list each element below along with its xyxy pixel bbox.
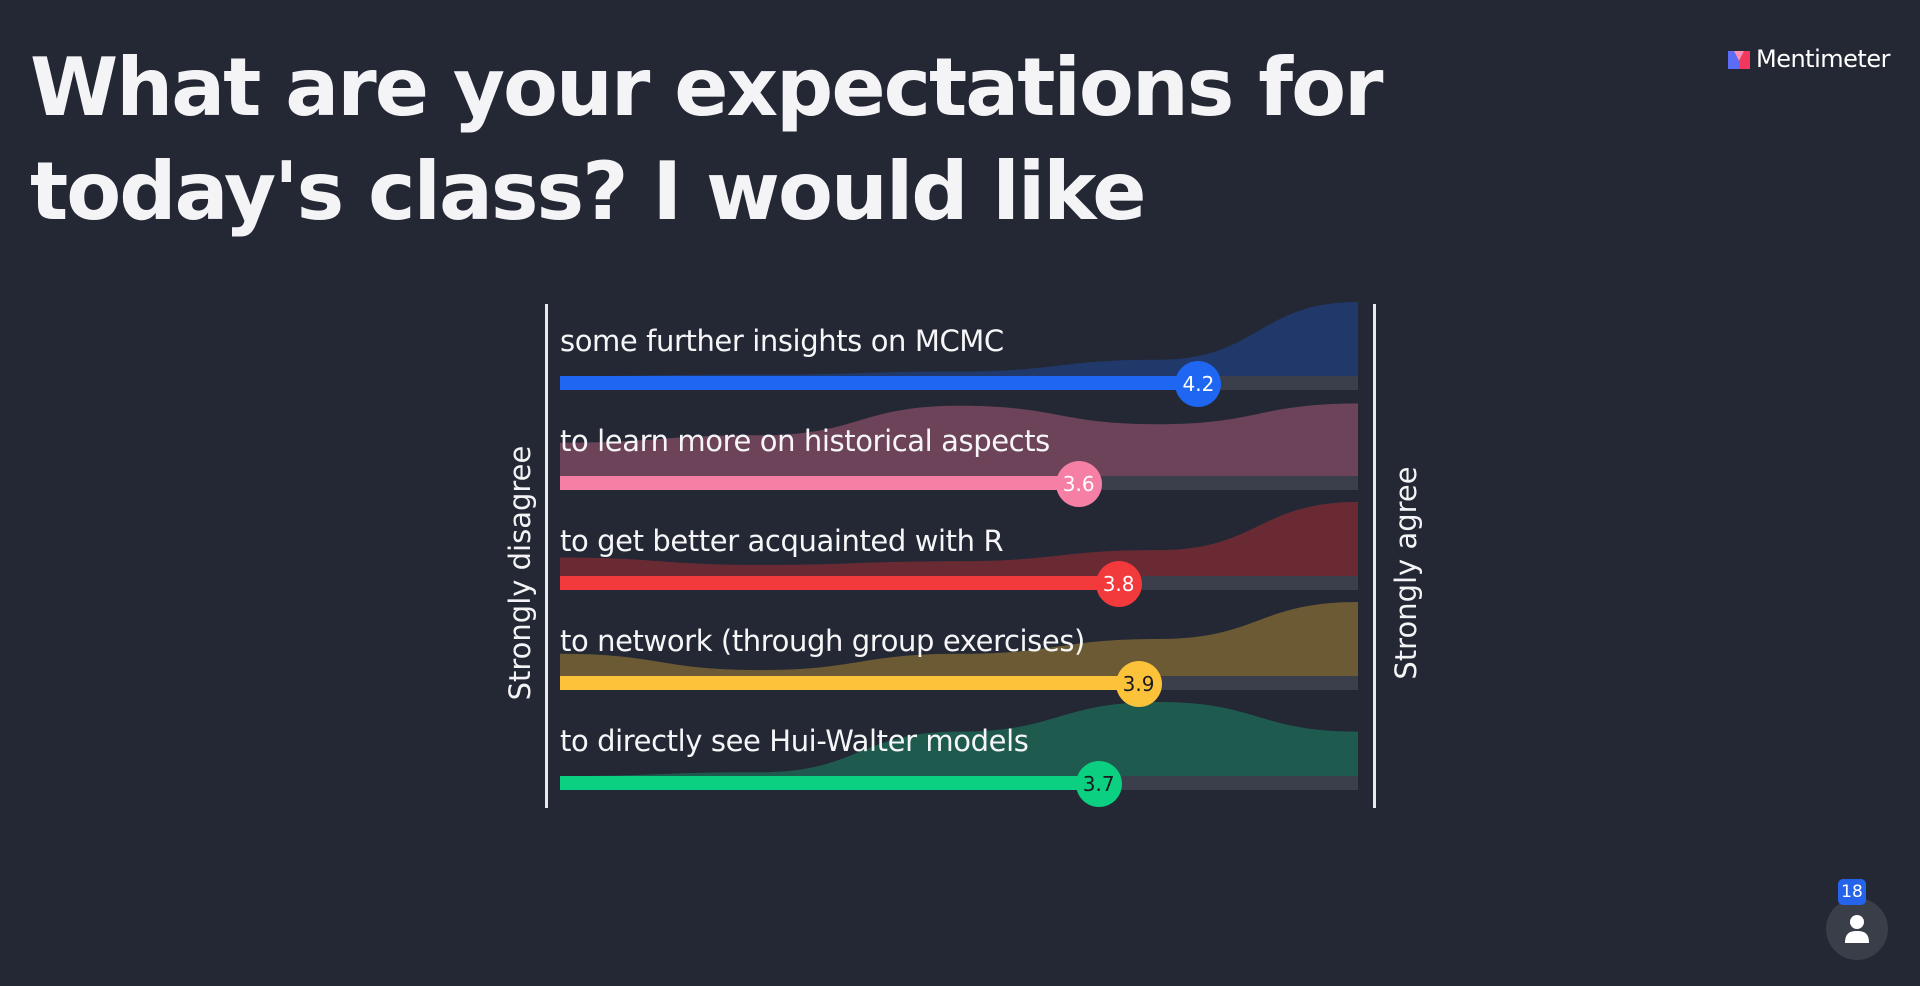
statement-row: some further insights on MCMC 4.2 (560, 298, 1358, 407)
distribution-shape (560, 702, 1358, 776)
brand-name: Mentimeter (1756, 45, 1890, 73)
question-title: What are your expectations for today's c… (30, 41, 1383, 238)
distribution-shape (560, 502, 1358, 576)
statement-row: to learn more on historical aspects 3.6 (560, 398, 1358, 507)
scale-track (560, 576, 1358, 590)
axis-right-line (1373, 304, 1376, 808)
statement-label: to learn more on historical aspects (560, 424, 1050, 458)
distribution-area (560, 702, 1358, 776)
statement-label: to directly see Hui-Walter models (560, 724, 1029, 758)
participants-button[interactable] (1826, 898, 1888, 960)
distribution-area (560, 602, 1358, 676)
statement-row: to network (through group exercises) 3.9 (560, 598, 1358, 707)
axis-left-line (545, 304, 548, 808)
distribution-shape (560, 403, 1358, 476)
mentimeter-brand: Mentimeter (1728, 44, 1890, 74)
scale-chart: Strongly disagree Strongly agree some fu… (490, 298, 1430, 810)
average-value-marker: 3.9 (1115, 661, 1162, 707)
distribution-area (560, 403, 1358, 476)
statement-label: to network (through group exercises) (560, 624, 1085, 658)
average-bar (560, 776, 1099, 790)
person-icon (1845, 915, 1869, 943)
distribution-area (560, 502, 1358, 576)
average-bar (560, 676, 1139, 690)
distribution-shape (560, 602, 1358, 676)
average-value-marker: 4.2 (1175, 361, 1222, 407)
participant-count-badge: 18 (1838, 879, 1866, 905)
average-bar (560, 476, 1079, 490)
statement-label: some further insights on MCMC (560, 324, 1004, 358)
scale-track (560, 476, 1358, 490)
axis-label-strongly-disagree: Strongly disagree (503, 445, 537, 701)
statement-row: to directly see Hui-Walter models 3.7 (560, 698, 1358, 807)
distribution-area (560, 302, 1358, 376)
average-value-marker: 3.8 (1095, 561, 1142, 607)
mentimeter-logo-icon (1728, 51, 1750, 69)
distribution-shape (560, 302, 1358, 376)
average-bar (560, 576, 1119, 590)
statement-rows: some further insights on MCMC 4.2 to learn… (560, 298, 1358, 810)
scale-track (560, 376, 1358, 390)
scale-track (560, 776, 1358, 790)
average-bar (560, 376, 1199, 390)
axis-label-strongly-agree: Strongly agree (1389, 466, 1423, 680)
average-value-marker: 3.7 (1075, 761, 1122, 807)
statement-row: to get better acquainted with R 3.8 (560, 498, 1358, 607)
statement-label: to get better acquainted with R (560, 524, 1004, 558)
scale-track (560, 676, 1358, 690)
average-value-marker: 3.6 (1055, 461, 1102, 507)
